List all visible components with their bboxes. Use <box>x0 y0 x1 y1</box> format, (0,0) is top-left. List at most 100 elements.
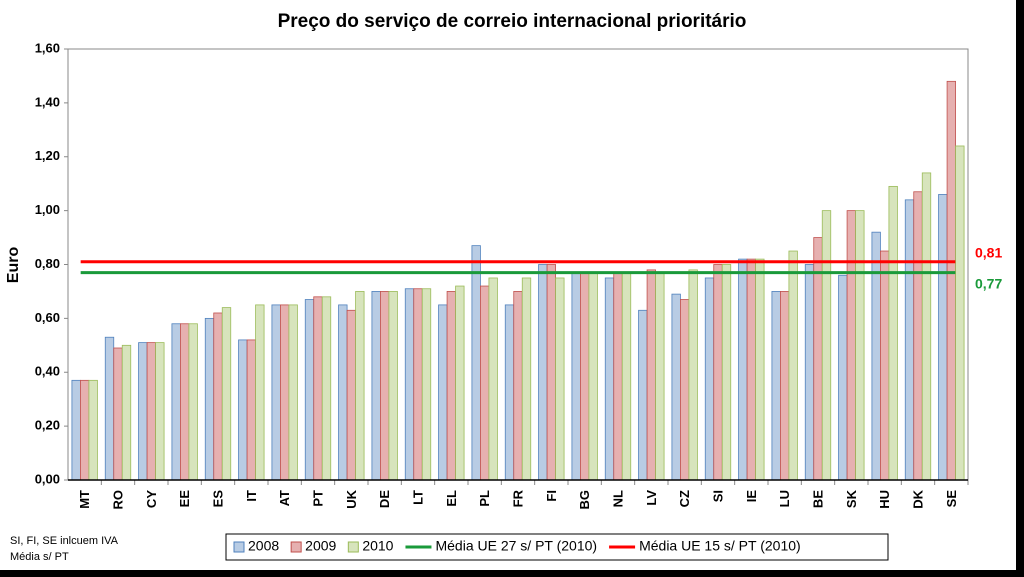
y-axis-label: Euro <box>5 247 22 284</box>
bar <box>488 277 498 481</box>
bar <box>180 323 190 481</box>
note: SI, FI, SE inlcuem IVA <box>10 535 119 547</box>
bar <box>571 272 581 481</box>
bar <box>680 299 690 481</box>
bar <box>138 342 148 481</box>
x-tick-label: RO <box>110 490 125 510</box>
bar <box>321 296 332 481</box>
bar <box>171 323 181 481</box>
y-tick-label: 0,00 <box>35 471 60 486</box>
legend-swatch <box>290 541 302 553</box>
bar <box>846 210 856 481</box>
x-tick-label: MT <box>77 490 92 509</box>
bar <box>646 269 656 481</box>
y-tick-label: 1,20 <box>35 148 60 163</box>
bar <box>938 194 948 481</box>
bar <box>80 379 90 481</box>
bar <box>655 272 665 481</box>
bar <box>880 250 890 481</box>
bar <box>204 317 215 481</box>
bar <box>446 291 456 481</box>
bar <box>755 258 765 481</box>
bar <box>304 299 315 481</box>
x-tick-label: LV <box>644 490 659 506</box>
bar <box>221 307 232 481</box>
bar <box>255 304 265 481</box>
y-tick-label: 0,80 <box>35 256 60 271</box>
bar <box>771 291 781 481</box>
bar <box>471 245 481 481</box>
bar <box>838 274 848 481</box>
bar <box>721 264 732 481</box>
bar <box>788 250 798 481</box>
bar <box>638 309 648 481</box>
bar <box>438 304 448 481</box>
bar <box>804 264 815 481</box>
legend-swatch <box>233 541 245 553</box>
x-tick-label: DE <box>377 490 392 508</box>
bar <box>380 291 390 481</box>
bar <box>871 231 881 481</box>
bar <box>355 291 365 481</box>
bar <box>704 277 715 481</box>
bar <box>613 272 623 481</box>
bar <box>946 80 956 481</box>
legend-label: 2009 <box>305 538 336 554</box>
y-tick-label: 1,40 <box>35 94 60 109</box>
x-tick-label: BE <box>810 490 825 508</box>
bar <box>888 185 898 481</box>
bar <box>404 288 415 481</box>
bar <box>621 272 632 481</box>
bar <box>238 339 248 481</box>
bar <box>188 323 198 481</box>
x-tick-label: EL <box>444 490 459 507</box>
bar <box>904 199 915 481</box>
y-tick-label: 0,40 <box>35 364 60 379</box>
x-tick-label: AT <box>277 490 292 506</box>
note: Média s/ PT <box>10 551 69 563</box>
y-tick-label: 0,20 <box>35 418 60 433</box>
y-tick-label: 1,00 <box>35 202 60 217</box>
x-tick-label: FR <box>510 489 525 507</box>
bar <box>604 277 615 481</box>
bar <box>821 210 832 481</box>
x-tick-label: UK <box>344 489 359 508</box>
x-tick-label: CZ <box>677 490 692 507</box>
bar <box>688 269 698 481</box>
x-tick-label: EE <box>177 490 192 508</box>
bar <box>71 379 81 481</box>
x-tick-label: NL <box>610 490 625 507</box>
x-tick-label: HU <box>877 490 892 509</box>
y-tick-label: 0,60 <box>35 310 60 325</box>
bar <box>521 277 532 481</box>
bar <box>271 304 281 481</box>
bar <box>546 264 556 481</box>
bar <box>588 272 598 481</box>
reference-label: 0,81 <box>975 245 1002 261</box>
x-tick-label: LT <box>410 490 425 505</box>
legend-label: Média UE 27 s/ PT (2010) <box>435 538 597 554</box>
legend-label: 2010 <box>362 538 393 554</box>
bar <box>921 172 932 481</box>
legend-swatch <box>347 541 359 553</box>
x-tick-label: PT <box>310 490 325 507</box>
reference-label: 0,77 <box>975 275 1002 291</box>
bar <box>538 264 548 481</box>
bar <box>913 191 923 481</box>
x-tick-label: SI <box>710 490 725 502</box>
bar <box>855 210 865 481</box>
bar <box>371 291 381 481</box>
bar <box>288 304 298 481</box>
bar <box>780 291 790 481</box>
bar <box>504 304 515 481</box>
bar <box>746 258 756 481</box>
chart-title: Preço do serviço de correio internaciona… <box>278 11 747 32</box>
x-tick-label: ES <box>210 490 225 508</box>
bar <box>455 285 465 481</box>
x-tick-label: CY <box>144 490 159 508</box>
x-tick-label: SK <box>844 489 859 508</box>
legend-label: Média UE 15 s/ PT (2010) <box>639 538 801 554</box>
bar <box>246 339 256 481</box>
